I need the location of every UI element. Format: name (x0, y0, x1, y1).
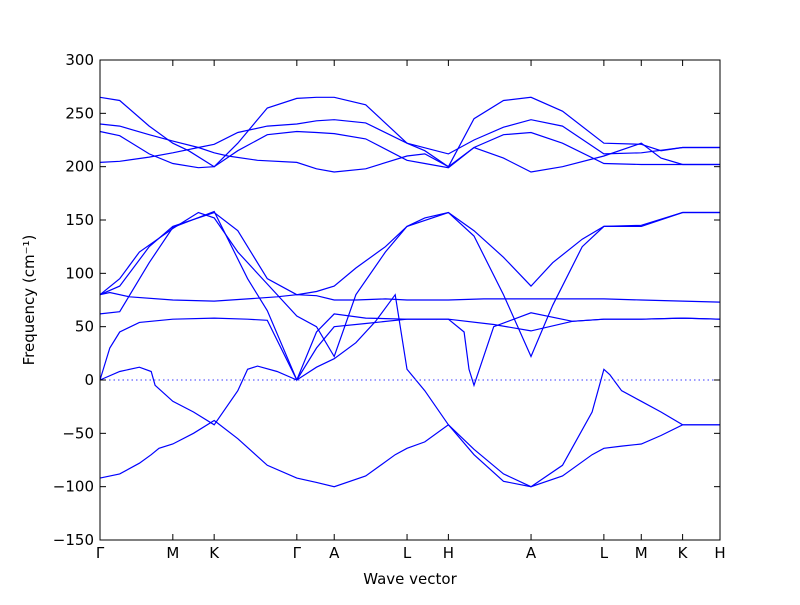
band-9 (99, 123, 720, 173)
x-tick-label: K (678, 544, 689, 562)
band-10 (99, 130, 720, 169)
y-tick-label: 300 (65, 51, 94, 69)
x-tick-label: L (600, 544, 609, 562)
x-tick-label: Γ (96, 544, 105, 562)
y-tick-label: 100 (65, 264, 94, 282)
y-tick-label: 50 (75, 318, 94, 336)
band-8 (99, 119, 720, 163)
plot-frame (99, 59, 721, 541)
band-11 (99, 96, 720, 168)
x-tick-label: M (166, 544, 179, 562)
y-tick-label: 150 (65, 211, 94, 229)
x-tick-label: H (714, 544, 725, 562)
band-4 (99, 210, 721, 382)
x-tick-label: H (443, 544, 454, 562)
x-tick-label: Γ (293, 544, 302, 562)
band-7 (99, 211, 720, 358)
x-tick-label: A (329, 544, 340, 562)
x-axis-label: Wave vector (363, 570, 457, 588)
band-6 (99, 211, 720, 359)
y-tick-label: −150 (53, 531, 94, 549)
x-tick-label: L (403, 544, 412, 562)
band-3 (99, 312, 721, 388)
x-tick-label: K (209, 544, 220, 562)
band-1 (99, 419, 720, 488)
y-tick-label: −50 (62, 424, 94, 442)
x-tick-label: M (635, 544, 648, 562)
y-tick-label: 200 (65, 158, 94, 176)
band-5 (99, 291, 721, 303)
y-axis-ticks: −150 −100 −50 0 50 100 150 200 250 300 (53, 51, 720, 549)
x-tick-label: A (526, 544, 537, 562)
y-tick-label: 0 (84, 371, 94, 389)
band-2 (99, 293, 720, 488)
y-axis-label: Frequency (cm⁻¹) (20, 235, 38, 366)
y-tick-label: −100 (53, 478, 94, 496)
bands-layer (99, 96, 721, 488)
y-tick-label: 250 (65, 104, 94, 122)
